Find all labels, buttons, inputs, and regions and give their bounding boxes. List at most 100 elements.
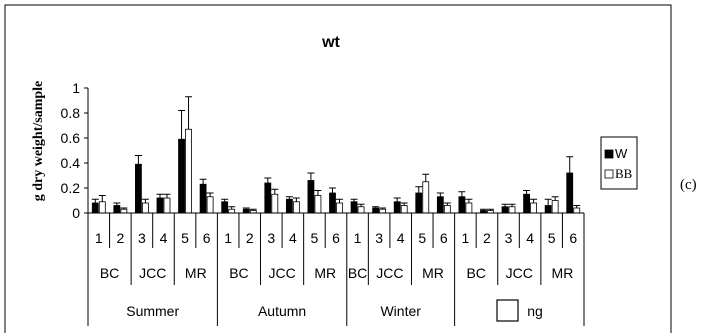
site-label: MR: [552, 265, 574, 281]
x-tick-label: 6: [332, 230, 340, 246]
bar-bb: [422, 181, 430, 214]
bar-w: [91, 202, 99, 214]
bar-w: [501, 206, 509, 214]
site-label: JCC: [376, 265, 403, 281]
bar-bb: [336, 202, 343, 214]
bar-w: [393, 201, 401, 214]
site-label: JCC: [506, 265, 533, 281]
legend-label: W: [615, 146, 628, 161]
bar-w: [178, 138, 185, 214]
bar-bb: [185, 128, 192, 214]
bar-bb: [98, 201, 106, 214]
x-tick-label: 4: [397, 230, 405, 246]
bar-bb: [120, 208, 128, 214]
bar-w: [436, 196, 444, 214]
site-label: BC: [466, 265, 485, 281]
season-label: Winter: [380, 303, 421, 319]
bar-w: [285, 198, 293, 214]
bar-w: [372, 207, 380, 214]
bar-w: [458, 196, 466, 214]
legend-swatch: [604, 169, 614, 179]
y-axis-label: g dry weight/sample: [31, 81, 46, 202]
season-label: Autumn: [258, 303, 306, 319]
bar-bb: [465, 202, 473, 214]
bar-bb: [443, 205, 451, 214]
y-tick-label: 0.8: [61, 105, 81, 121]
x-tick-label: 6: [203, 230, 211, 246]
bar-w: [156, 197, 164, 214]
chart-title: wt: [321, 34, 340, 51]
bar-w: [523, 193, 530, 214]
y-tick-label: 0.6: [61, 130, 81, 146]
x-tick-label: 5: [418, 230, 426, 246]
bar-w: [221, 201, 229, 214]
x-tick-label: 1: [461, 230, 469, 246]
x-tick-label: 3: [138, 230, 146, 246]
bar-bb: [228, 208, 236, 214]
y-axis: 0 0.2 0.4 0.6 0.8 1: [61, 80, 89, 221]
site-label: MR: [422, 265, 444, 281]
y-tick-label: 0.2: [61, 180, 81, 196]
legend: W BB: [600, 136, 638, 190]
legend-swatch: [604, 149, 614, 159]
x-tick-label: 3: [267, 230, 275, 246]
season-label: Summer: [126, 303, 179, 319]
x-tick-label: 5: [311, 230, 319, 246]
chart-border: [4, 4, 672, 333]
bar-bb: [142, 202, 149, 214]
bar-w: [329, 192, 336, 214]
y-tick-label: 0: [72, 205, 80, 221]
bar-w: [566, 172, 574, 214]
bar-w: [350, 201, 358, 214]
site-label: MR: [314, 265, 336, 281]
x-tick-label: 5: [548, 230, 556, 246]
x-tick-label: 4: [526, 230, 534, 246]
bar-bb: [573, 207, 581, 214]
bar-w: [135, 163, 142, 214]
x-tick-label: 1: [95, 230, 103, 246]
bar-bb: [163, 197, 171, 214]
x-tick-label: 3: [375, 230, 383, 246]
site-label: BC: [229, 265, 248, 281]
bar-bb: [379, 208, 387, 214]
x-tick-label: 2: [116, 230, 124, 246]
bar-w: [264, 182, 272, 214]
bar-bb: [271, 193, 279, 214]
site-label: JCC: [268, 265, 295, 281]
site-label: JCC: [139, 265, 166, 281]
x-tick-label: 4: [160, 230, 168, 246]
x-tick-label: 2: [483, 230, 491, 246]
bar-bb: [292, 201, 300, 214]
x-tick-label: 3: [505, 230, 513, 246]
x-tick-label: 1: [224, 230, 232, 246]
season-label: ng: [527, 303, 543, 319]
x-tick-label: 6: [569, 230, 577, 246]
bar-bb: [400, 205, 408, 214]
y-tick-label: 0.4: [61, 155, 81, 171]
bar-w: [307, 180, 315, 214]
bar-w: [415, 192, 423, 214]
site-label: BC: [100, 265, 119, 281]
legend-label: BB: [615, 166, 633, 181]
bar-bb: [551, 200, 559, 214]
x-axis-categories: 1 2 3 4 5 6 1 2 3 4 5 6 1 3 4 5 6 1 2 3 4 5 6BC JCC MR BC JCC MR BC J…: [87, 212, 585, 326]
y-tick-label: 1: [72, 80, 80, 96]
legend-box: [600, 136, 638, 190]
site-label: MR: [185, 265, 207, 281]
site-label: BC: [348, 265, 367, 281]
x-tick-label: 2: [246, 230, 254, 246]
bar-w: [199, 183, 207, 214]
x-tick-label: 4: [289, 230, 297, 246]
bar-w: [113, 205, 121, 214]
figure-label: (c): [680, 177, 697, 193]
bar-bb: [530, 202, 537, 214]
annotation-box: [496, 299, 519, 322]
bar-w: [544, 205, 552, 214]
bar-bb: [357, 206, 365, 214]
bar-bb: [508, 206, 516, 214]
x-tick-label: 6: [440, 230, 448, 246]
bar-bb: [206, 196, 214, 214]
bar-w: [242, 208, 250, 214]
bar-bb: [314, 195, 322, 214]
